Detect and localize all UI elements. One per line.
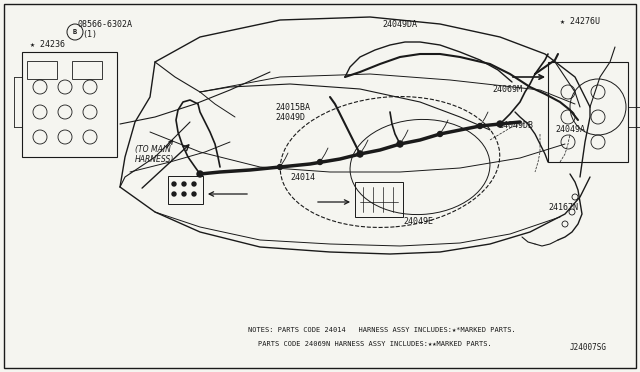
Bar [22,52,117,157]
Text: J24007SG: J24007SG [570,343,607,352]
Circle shape [397,141,403,147]
Circle shape [477,124,483,128]
Bar [355,182,403,217]
Text: NOTES: PARTS CODE 24014   HARNESS ASSY INCLUDES:★*MARKED PARTS.: NOTES: PARTS CODE 24014 HARNESS ASSY INC… [248,327,516,333]
Text: 08566-6302A: 08566-6302A [78,20,133,29]
Text: ★ 24276U: ★ 24276U [560,17,600,26]
Bar [27,61,57,79]
Circle shape [438,131,442,137]
Bar [548,62,628,162]
Text: (TO MAIN: (TO MAIN [135,145,171,154]
Circle shape [192,182,196,186]
Circle shape [317,160,323,164]
Text: 24049DB: 24049DB [498,121,533,130]
Text: 24049DA: 24049DA [382,20,417,29]
Text: 24049D: 24049D [275,113,305,122]
Text: 24049E: 24049E [403,217,433,226]
Circle shape [192,192,196,196]
Circle shape [358,151,362,157]
Circle shape [197,171,203,177]
Bar [72,61,102,79]
Text: PARTS CODE 24069N HARNESS ASSY INCLUDES:★★MARKED PARTS.: PARTS CODE 24069N HARNESS ASSY INCLUDES:… [258,341,492,347]
Circle shape [182,192,186,196]
Circle shape [397,141,403,147]
Text: 24014: 24014 [290,173,315,182]
Text: 24167N: 24167N [548,203,578,212]
Text: HARNESS): HARNESS) [135,155,174,164]
Text: B: B [73,29,77,35]
Bar [628,107,640,127]
Circle shape [497,121,503,127]
Circle shape [278,164,282,170]
Bar [168,176,203,204]
Circle shape [182,182,186,186]
Text: 24069M: 24069M [492,85,522,94]
Text: ★ 24236: ★ 24236 [30,40,65,49]
Text: 24015BA: 24015BA [275,103,310,112]
Text: (1): (1) [82,30,97,39]
Circle shape [172,192,176,196]
Text: 24049A: 24049A [555,125,585,134]
Circle shape [172,182,176,186]
Circle shape [357,151,363,157]
